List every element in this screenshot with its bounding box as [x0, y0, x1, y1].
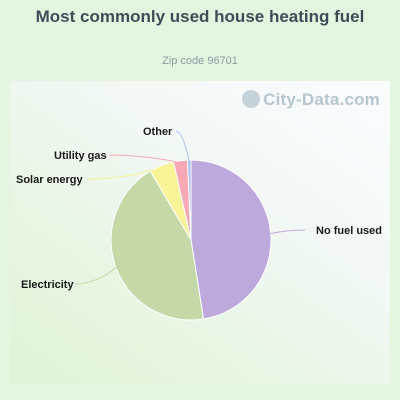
- watermark: City-Data.com: [242, 90, 380, 110]
- leader-line: [175, 130, 190, 163]
- watermark-text: City-Data.com: [263, 90, 380, 109]
- slice-label: Other: [143, 126, 173, 138]
- leader-line: [74, 266, 118, 285]
- slice-label: No fuel used: [316, 225, 382, 237]
- leader-line: [268, 229, 306, 235]
- slice-label: Solar energy: [16, 174, 84, 186]
- chart-subtitle: Zip code 96701: [162, 55, 238, 67]
- leader-line: [87, 166, 163, 180]
- slice-label: Utility gas: [54, 150, 107, 162]
- slice-label: Electricity: [21, 279, 74, 291]
- pie-slice-electricity: [110, 170, 205, 321]
- chart-title: Most commonly used house heating fuel: [35, 7, 365, 26]
- leader-line: [108, 154, 181, 164]
- pie-slice-no-fuel-used: [190, 159, 272, 320]
- city-data-logo-icon: [242, 90, 261, 108]
